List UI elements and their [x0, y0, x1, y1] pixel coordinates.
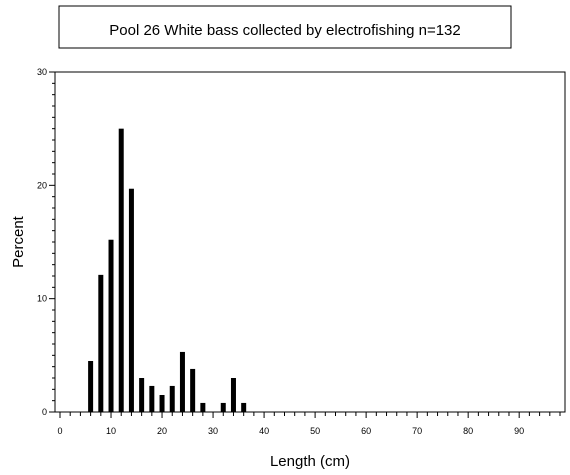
y-tick-label: 30 — [37, 67, 47, 77]
x-tick-label: 30 — [208, 426, 218, 436]
bar — [190, 368, 196, 412]
x-tick-label: 50 — [310, 426, 320, 436]
x-tick-label: 0 — [57, 426, 62, 436]
bar — [159, 395, 165, 412]
bar — [118, 128, 124, 412]
bar — [88, 361, 94, 412]
bar — [241, 402, 247, 412]
bar — [200, 402, 206, 412]
bar — [149, 385, 155, 412]
x-tick-label: 40 — [259, 426, 269, 436]
y-tick-label: 20 — [37, 180, 47, 190]
x-tick-label: 80 — [463, 426, 473, 436]
bar — [139, 378, 145, 412]
x-tick-label: 90 — [514, 426, 524, 436]
bar — [179, 351, 185, 412]
x-tick-label: 70 — [412, 426, 422, 436]
y-tick-label: 0 — [42, 407, 47, 417]
x-tick-label: 10 — [106, 426, 116, 436]
x-tick-label: 20 — [157, 426, 167, 436]
bar — [108, 239, 114, 412]
chart-title: Pool 26 White bass collected by electrof… — [109, 22, 460, 39]
bars — [88, 128, 247, 412]
y-tick-label: 10 — [37, 294, 47, 304]
y-axis-label: Percent — [10, 215, 27, 268]
bar — [169, 385, 175, 412]
bar — [98, 274, 104, 412]
bar — [128, 188, 134, 412]
title-box — [58, 5, 512, 49]
tick-labels: 0 10 20 30 40 50 60 70 80 90 0 10 20 30 — [37, 67, 524, 436]
x-axis-label: Length (cm) — [270, 453, 350, 470]
bar — [220, 402, 226, 412]
x-tick-label: 60 — [361, 426, 371, 436]
tick-marks — [49, 71, 561, 418]
bar — [230, 378, 236, 412]
